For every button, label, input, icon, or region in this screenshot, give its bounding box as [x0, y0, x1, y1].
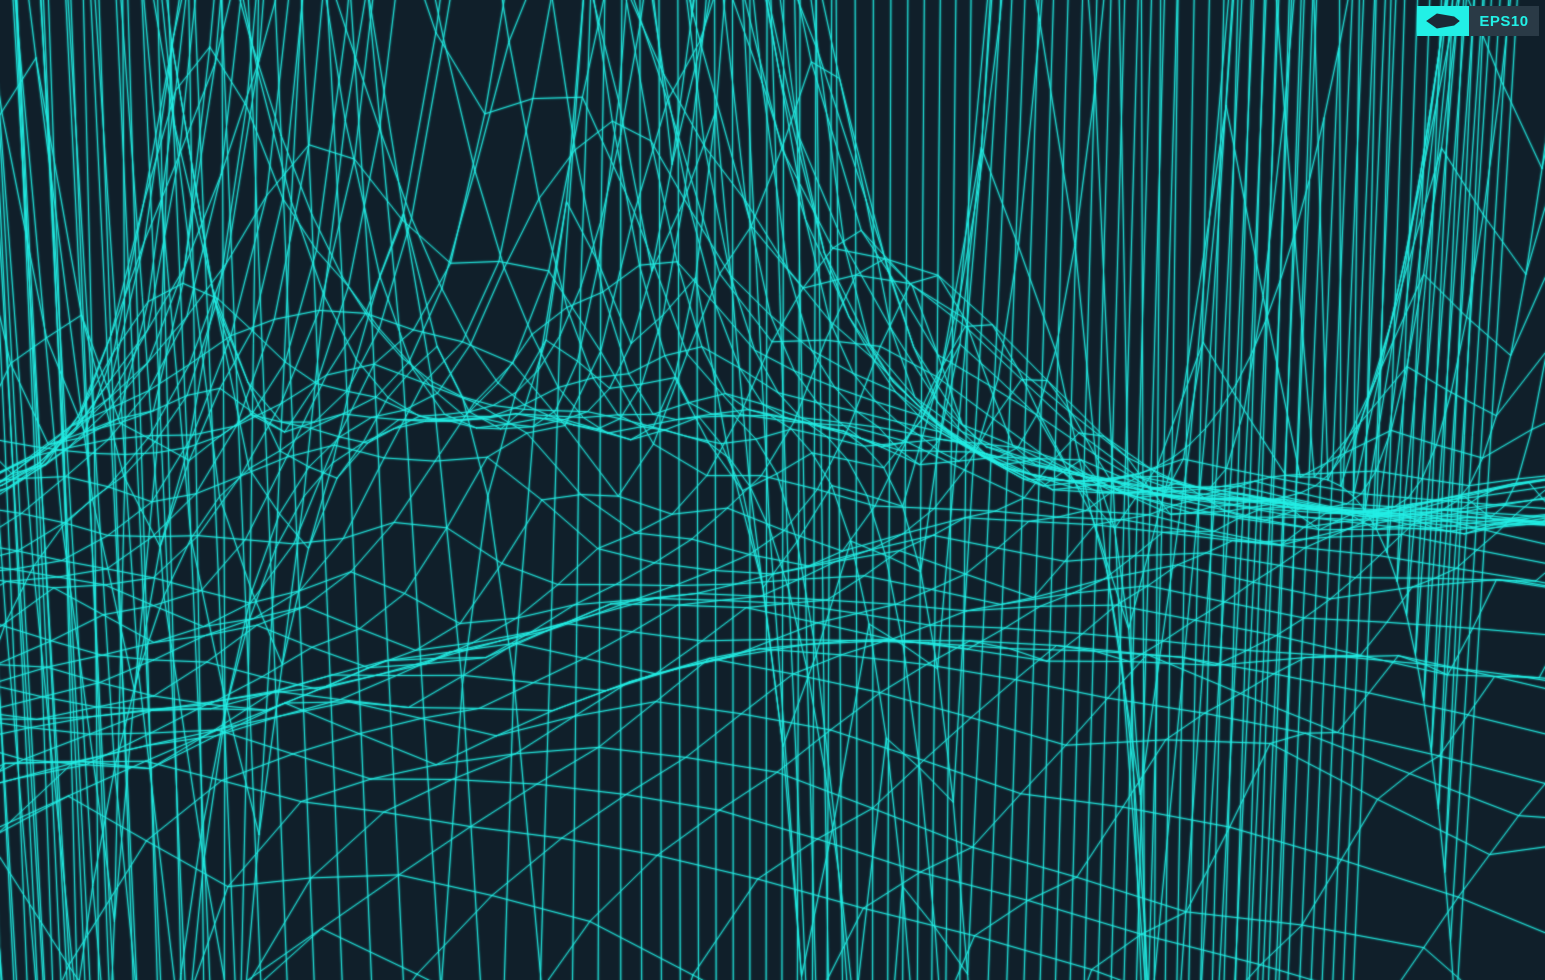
wireframe-landscape [0, 0, 1545, 980]
stage: EPS10 [0, 0, 1545, 980]
pen-nib-icon [1417, 6, 1469, 36]
format-badge: EPS10 [1417, 6, 1539, 36]
format-badge-label: EPS10 [1469, 6, 1539, 36]
